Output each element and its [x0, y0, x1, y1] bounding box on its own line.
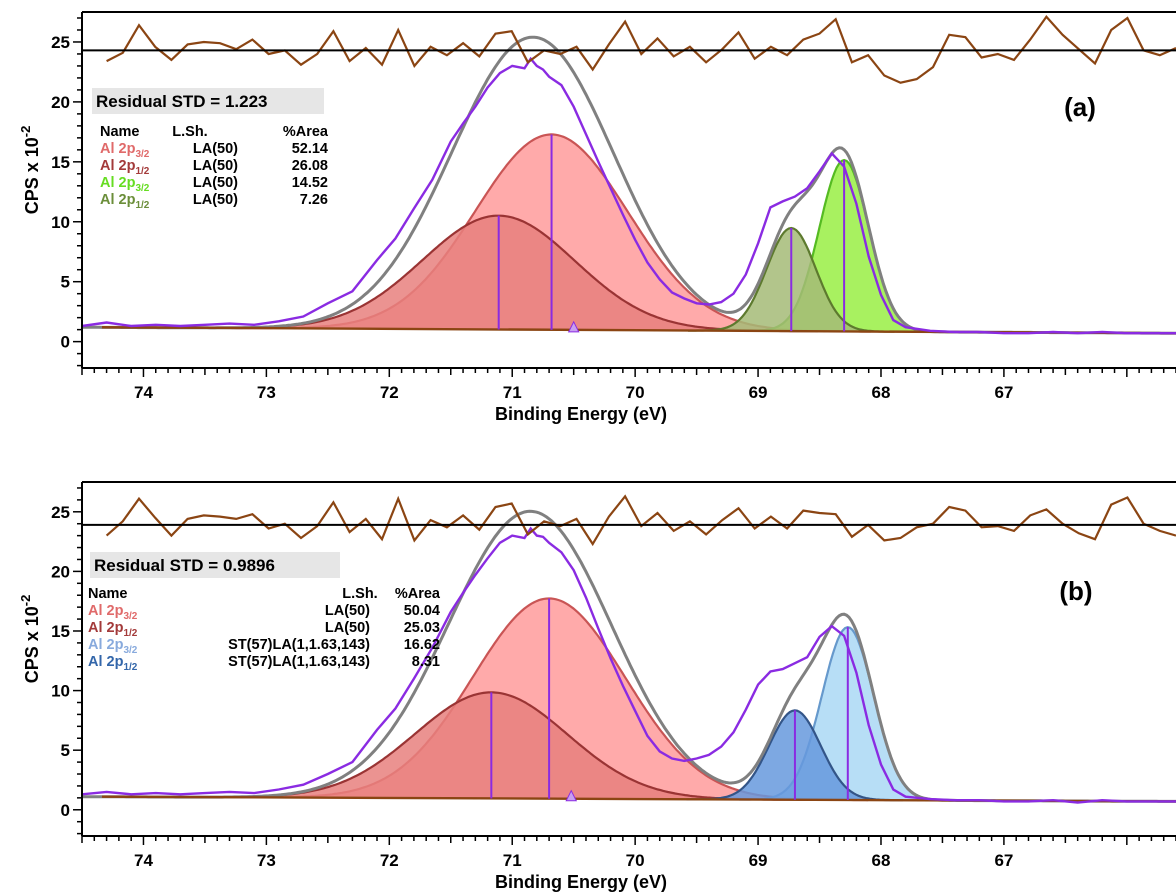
- y-tick-label: 5: [61, 273, 70, 292]
- table-row-area: 50.04: [404, 603, 440, 619]
- table-row-name: Al 2p3/2: [88, 637, 138, 656]
- data-line: [82, 56, 1176, 335]
- table-row-name-base: Al 2p: [100, 158, 136, 174]
- plot-area: [82, 494, 1176, 804]
- table-row-name-base: Al 2p: [88, 637, 124, 653]
- y-axis-title-exponent: -2: [18, 595, 33, 607]
- y-tick-label: 10: [51, 213, 70, 232]
- y-axis-title-exponent: -2: [18, 126, 33, 138]
- table-header-name: Name: [100, 124, 140, 140]
- peak-position-marker: [565, 789, 578, 802]
- x-tick-label: 70: [626, 851, 645, 870]
- table-row-name-sub: 3/2: [135, 183, 149, 194]
- table-row-name: Al 2p1/2: [100, 158, 150, 177]
- table-row-lsh: LA(50): [193, 158, 238, 174]
- residual-std-label: Residual STD = 1.223: [96, 92, 268, 111]
- table-row-name-base: Al 2p: [100, 175, 136, 191]
- x-tick-label: 73: [257, 383, 276, 402]
- table-row-area: 26.08: [292, 158, 328, 174]
- table-row-name: Al 2p3/2: [100, 175, 150, 194]
- y-tick-label: 5: [61, 741, 70, 760]
- x-tick-label: 72: [380, 383, 399, 402]
- residual-std-label: Residual STD = 0.9896: [94, 556, 275, 575]
- x-tick-label: 67: [994, 383, 1013, 402]
- residual-std-box: [90, 552, 340, 578]
- y-tick-label: 20: [51, 562, 70, 581]
- data-line: [82, 526, 1176, 804]
- x-tick-label: 73: [257, 851, 276, 870]
- panel-label: (a): [1064, 92, 1096, 122]
- table-row-name-sub: 3/2: [123, 645, 137, 656]
- table-row-name-sub: 1/2: [123, 662, 137, 673]
- x-tick-label: 67: [994, 851, 1013, 870]
- y-tick-label: 10: [51, 682, 70, 701]
- peak-position-marker: [567, 320, 580, 333]
- x-tick-label: 69: [749, 851, 768, 870]
- y-tick-label: 0: [61, 801, 70, 820]
- peak-outline-3: [688, 226, 895, 333]
- table-row-name-base: Al 2p: [100, 141, 136, 157]
- y-tick-label: 15: [51, 153, 70, 172]
- table-row-lsh: LA(50): [325, 603, 370, 619]
- x-tick-label: 74: [134, 851, 153, 870]
- table-row-name-sub: 1/2: [135, 200, 149, 211]
- table-row-name: Al 2p3/2: [88, 603, 138, 622]
- table-row-lsh: ST(57)LA(1,1.63,143): [228, 637, 370, 653]
- x-tick-label: 74: [134, 383, 153, 402]
- y-axis-title-base: CPS x 10: [22, 606, 42, 683]
- residual-std-box: [92, 88, 324, 114]
- y-tick-label: 15: [51, 622, 70, 641]
- table-row-lsh: ST(57)LA(1,1.63,143): [228, 654, 370, 670]
- table-row-lsh: LA(50): [193, 192, 238, 208]
- y-tick-label: 25: [51, 503, 70, 522]
- x-tick-label: 70: [626, 383, 645, 402]
- table-row-name-base: Al 2p: [88, 620, 124, 636]
- table-row-name-sub: 1/2: [123, 628, 137, 639]
- x-axis-title: Binding Energy (eV): [495, 404, 667, 424]
- panel-a: 74 73 72 71 70 69 68 67 0 5 10 15 20 25 Binding Energy…: [18, 11, 1176, 424]
- table-row-area: 14.52: [292, 175, 328, 191]
- table-row-name-sub: 1/2: [135, 166, 149, 177]
- table-row-area: 52.14: [292, 141, 328, 157]
- plot-area: [82, 15, 1176, 335]
- panel-b: 74 73 72 71 70 69 68 67 0 5 10 15 20 25 Binding Energy…: [18, 481, 1176, 892]
- y-tick-label: 20: [51, 93, 70, 112]
- residual-line: [105, 494, 1176, 547]
- panel-label: (b): [1059, 576, 1092, 606]
- x-tick-label: 68: [872, 851, 891, 870]
- x-tick-label: 71: [503, 383, 522, 402]
- table-row-name-base: Al 2p: [88, 654, 124, 670]
- y-tick-label: 25: [51, 33, 70, 52]
- table-row-name: Al 2p1/2: [100, 192, 150, 211]
- table-row-lsh: LA(50): [325, 620, 370, 636]
- table-header-name: Name: [88, 586, 128, 602]
- table-row-lsh: LA(50): [193, 141, 238, 157]
- x-tick-label: 68: [872, 383, 891, 402]
- table-header-area: %Area: [395, 586, 441, 602]
- table-header-lsh: L.Sh.: [342, 586, 377, 602]
- table-row-area: 25.03: [404, 620, 440, 636]
- table-row-lsh: LA(50): [193, 175, 238, 191]
- table-row-name: Al 2p3/2: [100, 141, 150, 160]
- table-header-lsh: L.Sh.: [172, 124, 207, 140]
- table-row-name: Al 2p1/2: [88, 654, 138, 673]
- y-axis-title: CPS x 10-2: [18, 595, 42, 684]
- x-tick-label: 71: [503, 851, 522, 870]
- table-row-area: 8.31: [412, 654, 440, 670]
- table-row-name-sub: 3/2: [123, 611, 137, 622]
- table-row-name: Al 2p1/2: [88, 620, 138, 639]
- table-row-area: 16.62: [404, 637, 440, 653]
- table-header-area: %Area: [283, 124, 329, 140]
- table-row-area: 7.26: [300, 192, 328, 208]
- y-axis-title-base: CPS x 10: [22, 137, 42, 214]
- y-tick-label: 0: [61, 333, 70, 352]
- y-axis-title: CPS x 10-2: [18, 126, 42, 215]
- table-row-name-sub: 3/2: [135, 149, 149, 160]
- table-row-name-base: Al 2p: [88, 603, 124, 619]
- x-tick-label: 72: [380, 851, 399, 870]
- table-row-name-base: Al 2p: [100, 192, 136, 208]
- x-tick-label: 69: [749, 383, 768, 402]
- x-axis-title: Binding Energy (eV): [495, 872, 667, 892]
